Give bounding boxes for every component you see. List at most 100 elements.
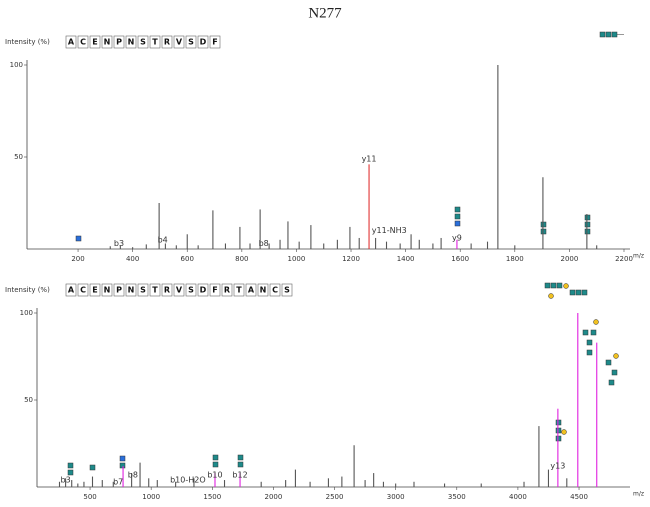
residue: S	[284, 286, 290, 295]
x-tick-label: 200	[71, 255, 84, 263]
residue: N	[104, 286, 111, 295]
residue-box	[65, 35, 77, 49]
residue: N	[104, 38, 111, 47]
residue: F	[212, 38, 217, 47]
residue-box	[101, 35, 113, 49]
y-tick-label: 50	[14, 153, 23, 161]
x-tick-label: 4000	[509, 493, 527, 501]
x-tick-label: 1200	[342, 255, 360, 263]
residue-box	[173, 35, 185, 49]
residue-box	[113, 283, 125, 297]
x-tick-label: 400	[126, 255, 139, 263]
residue-box	[125, 283, 137, 297]
x-tick-label: 1000	[288, 255, 306, 263]
residue-box	[101, 283, 113, 297]
x-axis-label: m/z	[633, 253, 644, 260]
x-tick-label: 3000	[387, 493, 405, 501]
peak-annotation: y11	[362, 154, 377, 163]
glycan-icon	[67, 31, 624, 476]
peak-annotation: b12	[232, 470, 247, 479]
residue-box	[269, 283, 281, 297]
residue: N	[128, 38, 135, 47]
residue-box	[137, 35, 149, 49]
x-tick-label: 1500	[203, 493, 221, 501]
residue: A	[68, 286, 75, 295]
x-tick-label: 3500	[448, 493, 466, 501]
residue-box	[221, 283, 233, 297]
x-tick-label: 1600	[451, 255, 469, 263]
residue: T	[152, 286, 158, 295]
x-tick-label: 800	[235, 255, 248, 263]
residue-box	[209, 35, 221, 49]
y-tick-label: 100	[10, 61, 23, 69]
peak-annotation: b4	[158, 235, 168, 244]
x-tick-label: 500	[83, 493, 96, 501]
residue: A	[68, 38, 75, 47]
peak-annotation: y11-NH3	[372, 226, 407, 235]
page-title: N277	[308, 5, 342, 21]
peak-annotation: b10-H2O	[170, 476, 206, 485]
x-tick-label: 2500	[326, 493, 344, 501]
residue: S	[140, 38, 146, 47]
peak-annotation: y13	[550, 462, 565, 471]
residue-box	[65, 283, 77, 297]
residue-box	[77, 283, 89, 297]
x-tick-label: 2000	[560, 255, 578, 263]
residue-box	[149, 283, 161, 297]
residue: R	[164, 38, 170, 47]
x-tick-label: 2000	[265, 493, 283, 501]
residue-box	[113, 35, 125, 49]
peak-annotation: b10	[207, 470, 222, 479]
residue-box	[209, 283, 221, 297]
x-tick-label: 1400	[397, 255, 415, 263]
residue: S	[140, 286, 146, 295]
peak-annotation: b7	[113, 477, 123, 486]
residue-box	[161, 35, 173, 49]
residue: N	[260, 286, 267, 295]
residue-box	[197, 35, 209, 49]
peak-annotation: b3	[114, 239, 124, 248]
residue: V	[176, 286, 183, 295]
residue: F	[212, 286, 217, 295]
residue-box	[173, 283, 185, 297]
residue: V	[176, 38, 183, 47]
residue: R	[164, 286, 170, 295]
residue-box	[257, 283, 269, 297]
x-tick-label: 1800	[506, 255, 524, 263]
y-tick-label: 100	[20, 309, 33, 317]
residue: E	[92, 286, 97, 295]
residue: N	[128, 286, 135, 295]
y-axis-label: Intensity (%)	[5, 38, 50, 46]
residue: C	[80, 38, 86, 47]
residue: S	[188, 286, 194, 295]
residue: R	[224, 286, 230, 295]
x-axis-label: m/z	[633, 491, 644, 498]
residue-box	[125, 35, 137, 49]
residue: P	[116, 286, 122, 295]
residue: E	[92, 38, 97, 47]
residue: A	[248, 286, 255, 295]
residue-box	[233, 283, 245, 297]
x-tick-label: 4500	[570, 493, 588, 501]
y-tick-label: 50	[24, 396, 33, 404]
residue-box	[245, 283, 257, 297]
peak-annotation: y9	[452, 233, 462, 242]
residue: C	[272, 286, 278, 295]
residue-box	[185, 283, 197, 297]
residue: D	[200, 38, 207, 47]
x-tick-label: 600	[181, 255, 194, 263]
residue-box	[89, 283, 101, 297]
residue-box	[161, 283, 173, 297]
peak-annotation: b3	[61, 476, 71, 485]
residue: S	[188, 38, 194, 47]
x-tick-label: 1000	[142, 493, 160, 501]
residue-box	[137, 283, 149, 297]
peak-annotation: b8	[259, 239, 269, 248]
y-axis-label: Intensity (%)	[5, 286, 50, 294]
residue: P	[116, 38, 122, 47]
x-tick-label: 2200	[615, 255, 633, 263]
residue-box	[89, 35, 101, 49]
peak-annotation: b8	[128, 470, 138, 479]
residue-box	[185, 35, 197, 49]
